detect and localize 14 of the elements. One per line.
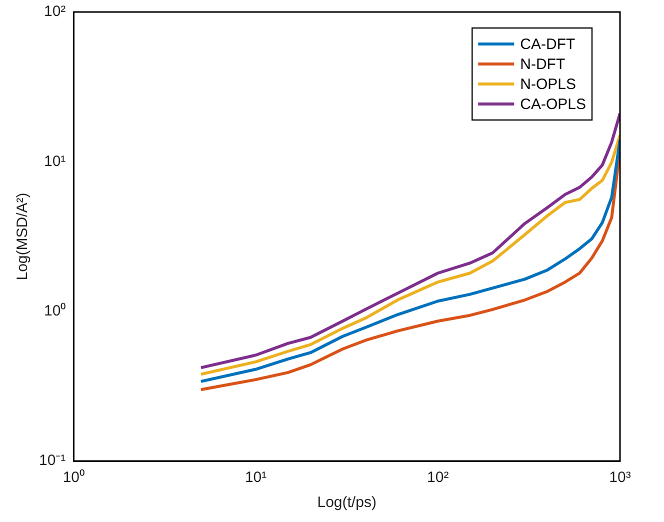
y-tick-label: 10⁻¹ <box>38 452 66 470</box>
x-tick-label: 10¹ <box>244 469 267 486</box>
legend-label: CA-DFT <box>520 36 576 54</box>
y-tick-label: 10² <box>44 3 66 20</box>
y-axis-title: Log(MSD/A²) <box>14 192 32 280</box>
legend-label: N-DFT <box>520 56 566 74</box>
legend-label: CA-OPLS <box>520 96 586 114</box>
x-tick-label: 10³ <box>609 469 631 486</box>
x-tick-label: 10² <box>427 469 449 486</box>
legend-label: N-OPLS <box>520 76 576 94</box>
y-tick-label: 10¹ <box>44 152 66 170</box>
x-tick-label: 10⁰ <box>62 469 85 486</box>
x-axis-title: Log(t/ps) <box>317 494 376 512</box>
y-tick-label: 10⁰ <box>44 302 66 320</box>
